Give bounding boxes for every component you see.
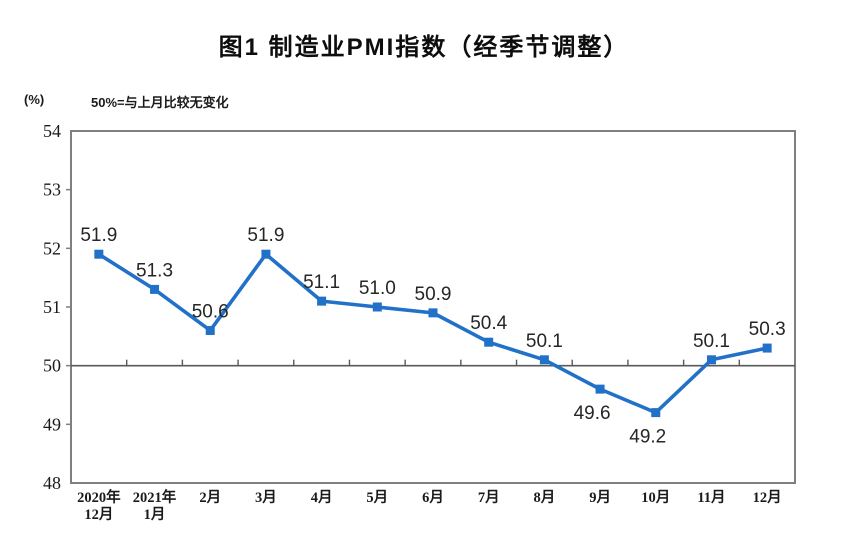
data-point-marker [317,296,327,306]
x-axis-tick-label: 1月 [144,506,166,523]
x-axis-tick-label: 8月 [534,489,556,506]
data-point-marker [762,343,772,353]
data-point-label: 50.1 [526,331,563,352]
data-point-label: 51.9 [247,225,284,246]
x-axis-tick-label: 6月 [422,489,444,506]
y-axis-tick-label: 53 [43,180,61,200]
y-axis-tick-label: 48 [43,473,61,493]
x-axis-tick-label: 2月 [199,489,221,506]
data-point-marker [595,384,605,394]
data-point-marker [706,355,716,365]
y-axis-tick-label: 49 [43,414,61,434]
data-point-label: 49.2 [629,427,666,448]
x-axis-tick-label: 9月 [589,489,611,506]
x-axis-tick-label: 5月 [366,489,388,506]
data-point-label: 49.6 [574,403,611,424]
x-axis-tick-label: 11月 [697,489,725,506]
data-point-label: 50.3 [749,319,786,340]
x-axis-tick-label: 4月 [311,489,333,506]
data-point-label: 51.1 [303,272,340,293]
y-axis-tick-label: 50 [43,356,61,376]
data-point-label: 51.3 [136,260,173,281]
data-point-marker [539,355,549,365]
y-axis-unit-label: (%) [24,92,45,107]
data-point-marker [372,302,382,312]
reference-value-note: 50%=与上月比较无变化 [91,95,229,110]
data-point-label: 50.4 [470,313,507,334]
data-point-label: 50.6 [192,301,229,322]
y-axis-tick-label: 51 [43,297,61,317]
y-axis-tick-label: 54 [43,121,61,141]
chart-title: 图1 制造业PMI指数（经季节调整） [218,34,630,61]
data-point-marker [261,249,271,259]
data-point-marker [205,325,215,335]
x-axis-tick-label: 7月 [478,489,500,506]
data-point-marker [150,284,160,294]
data-point-marker [651,408,661,418]
y-axis-tick-label: 52 [43,238,61,258]
pmi-series-line [97,252,769,415]
data-point-label: 50.9 [415,284,452,305]
x-axis-tick-label: 2021年 [133,488,177,506]
data-point-label: 51.9 [80,225,117,246]
x-axis-tick-label: 10月 [641,489,670,506]
data-point-marker [484,337,494,347]
data-point-marker [94,249,104,259]
data-point-label: 51.0 [359,278,396,299]
x-axis-tick-label: 12月 [753,489,782,506]
x-axis-tick-label: 2020年 [77,488,121,506]
x-axis-tick-label: 3月 [255,489,277,506]
data-point-marker [428,308,438,318]
x-axis-tick-label: 12月 [84,506,113,523]
data-point-label: 50.1 [693,331,730,352]
